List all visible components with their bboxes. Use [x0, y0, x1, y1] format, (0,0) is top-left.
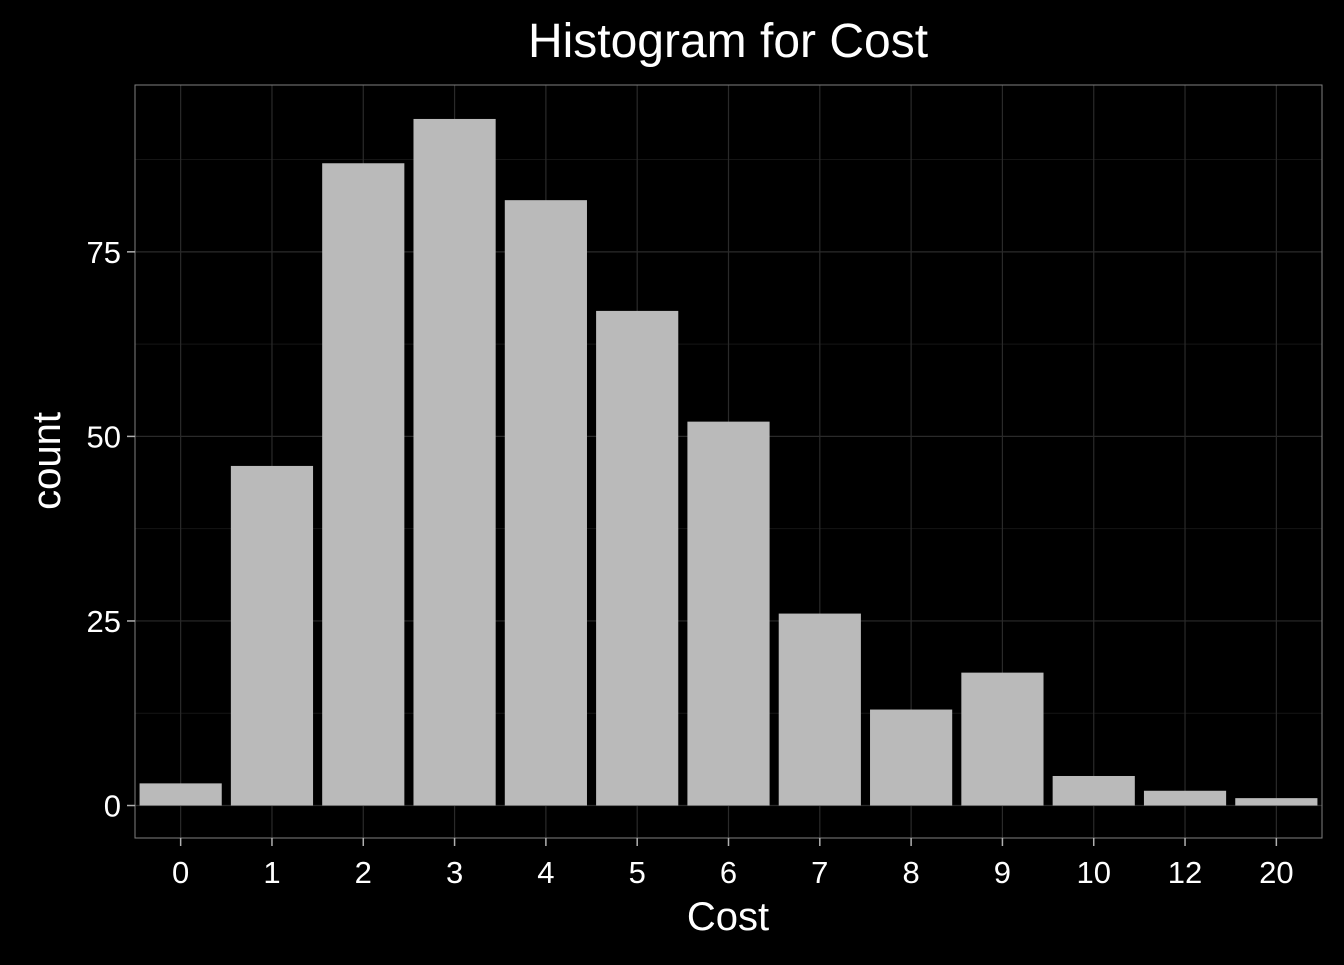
bar-3 [413, 118, 496, 806]
x-tick-label: 6 [720, 855, 737, 890]
y-tick-label: 75 [87, 235, 121, 270]
bar-1 [230, 465, 314, 806]
bar-5 [596, 310, 679, 806]
bar-0 [139, 783, 222, 806]
chart-title: Histogram for Cost [528, 15, 928, 68]
x-tick-label: 3 [446, 855, 463, 890]
bar-layer [139, 118, 1318, 806]
x-tick-label: 12 [1168, 855, 1202, 890]
x-tick-label: 0 [172, 855, 189, 890]
y-tick-label: 0 [104, 789, 121, 824]
x-tick-label: 8 [902, 855, 919, 890]
x-tick-label: 2 [355, 855, 372, 890]
x-tick-label: 4 [537, 855, 554, 890]
x-tick-label: 10 [1076, 855, 1110, 890]
x-tick-label: 20 [1259, 855, 1293, 890]
x-tick-label: 9 [994, 855, 1011, 890]
x-axis-title: Cost [687, 895, 769, 939]
y-axis-title: count [25, 412, 69, 510]
x-tick-label: 5 [629, 855, 646, 890]
bar-7 [778, 613, 861, 806]
bar-9 [961, 672, 1044, 806]
bar-6 [687, 421, 770, 806]
bar-20 [1235, 798, 1318, 806]
y-tick-label: 25 [87, 604, 121, 639]
bar-8 [870, 709, 953, 806]
bar-2 [322, 163, 405, 806]
x-tick-label: 7 [811, 855, 828, 890]
bar-12 [1143, 790, 1227, 806]
bar-4 [504, 200, 587, 806]
x-tick-label: 1 [263, 855, 280, 890]
bar-10 [1052, 775, 1135, 806]
y-tick-label: 50 [87, 419, 121, 454]
